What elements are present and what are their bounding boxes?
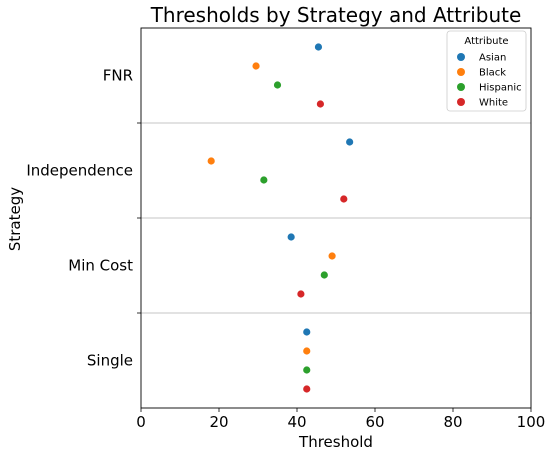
x-tick-label: 20 <box>209 413 228 431</box>
x-tick-label: 60 <box>365 413 384 431</box>
x-tick-label: 40 <box>287 413 306 431</box>
data-point-hispanic <box>273 81 282 89</box>
legend-marker-hispanic <box>457 83 465 91</box>
data-point-white <box>316 100 324 108</box>
data-point-black <box>328 252 336 260</box>
y-tick-label: Single <box>87 352 133 370</box>
data-point-white <box>340 195 348 203</box>
data-point-black <box>252 62 260 70</box>
x-tick-label: 80 <box>443 413 462 431</box>
data-point-asian <box>314 43 323 51</box>
plot-area: FNR Independence Min Cost Single 0 20 40 60 80 10… <box>26 27 546 431</box>
legend-box <box>446 30 527 112</box>
data-point-hispanic <box>260 176 268 184</box>
plot-frame <box>140 27 532 409</box>
y-axis-label: Strategy <box>6 187 24 251</box>
y-tick-label: Min Cost <box>68 257 133 275</box>
legend-label-black: Black <box>479 68 506 79</box>
x-tick-label: 100 <box>517 413 546 431</box>
legend-label-white: White <box>479 98 508 109</box>
data-point-hispanic <box>320 271 328 279</box>
data-point-black <box>207 157 215 165</box>
legend-label-hispanic: Hispanic <box>479 83 522 94</box>
data-point-asian <box>346 138 354 146</box>
x-tick-label: 0 <box>136 413 146 431</box>
x-axis-label: Threshold <box>298 433 373 451</box>
legend-label-asian: Asian <box>479 53 506 64</box>
data-point-asian <box>287 233 295 241</box>
legend-marker-asian <box>457 53 465 61</box>
legend-marker-black <box>457 68 465 76</box>
legend-title: Attribute <box>464 36 508 47</box>
y-tick-label: Independence <box>26 162 133 180</box>
chart-title: Thresholds by Strategy and Attribute <box>150 3 522 27</box>
data-point-black <box>303 347 311 355</box>
data-point-white <box>303 385 311 393</box>
legend: Attribute Asian Black Hispanic White <box>446 30 527 112</box>
legend-marker-white <box>457 98 465 106</box>
data-point-asian <box>303 328 311 336</box>
data-point-hispanic <box>303 366 311 374</box>
data-point-white <box>297 290 305 298</box>
y-tick-label: FNR <box>103 67 133 85</box>
